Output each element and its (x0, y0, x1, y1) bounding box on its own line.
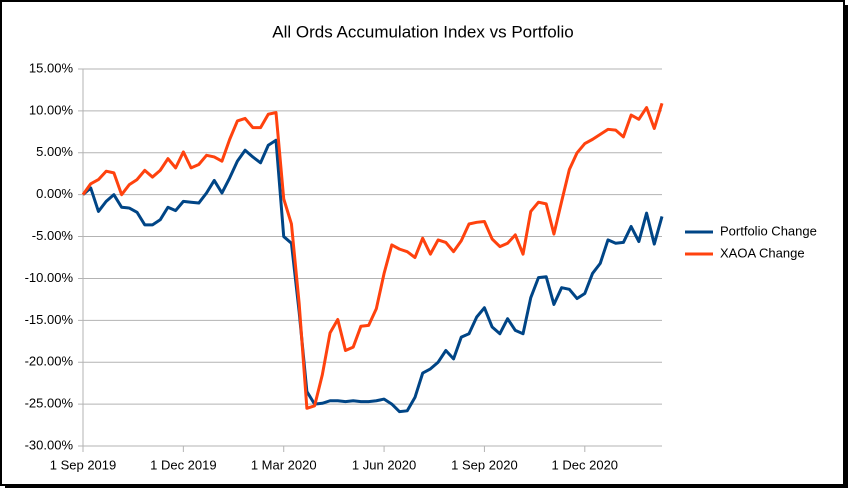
x-tick-label: 1 Mar 2020 (251, 457, 317, 472)
series-line (82, 138, 664, 414)
y-tick-label: -15.00% (25, 312, 74, 327)
frame-shadow (5, 485, 848, 488)
legend-label: Portfolio Change (720, 223, 817, 238)
frame-shadow (845, 5, 848, 488)
x-tick-label: 1 Jun 2020 (352, 457, 416, 472)
legend-label: XAOA Change (720, 245, 805, 260)
series-line (81, 102, 664, 410)
y-tick-label: -30.00% (25, 437, 74, 452)
chart-title: All Ords Accumulation Index vs Portfolio (272, 22, 573, 41)
y-tick-label: 5.00% (36, 144, 73, 159)
y-tick-label: 15.00% (29, 60, 74, 75)
y-tick-label: -5.00% (32, 228, 74, 243)
x-tick-label: 1 Sep 2019 (50, 457, 117, 472)
y-tick-label: -25.00% (25, 396, 74, 411)
x-tick-label: 1 Dec 2019 (150, 457, 217, 472)
y-tick-label: 0.00% (36, 186, 73, 201)
x-tick-label: 1 Dec 2020 (552, 457, 619, 472)
x-tick-label: 1 Sep 2020 (451, 457, 518, 472)
y-tick-label: 10.00% (29, 102, 74, 117)
y-tick-label: -10.00% (25, 270, 74, 285)
y-tick-label: -20.00% (25, 354, 74, 369)
